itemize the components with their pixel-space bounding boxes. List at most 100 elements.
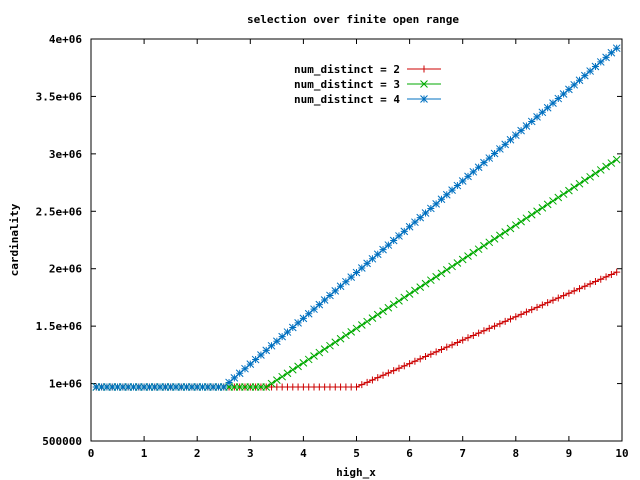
- data-point-marker: [235, 369, 244, 378]
- data-point-marker: [448, 186, 456, 194]
- data-point-marker: [426, 276, 435, 285]
- data-point-marker: [140, 383, 148, 391]
- data-point-marker: [512, 313, 520, 321]
- data-point-marker: [501, 140, 510, 149]
- data-point-marker: [469, 248, 478, 257]
- data-point-marker: [395, 297, 403, 305]
- data-point-marker: [580, 71, 589, 80]
- data-point-marker: [368, 376, 376, 384]
- data-point-marker: [538, 203, 547, 212]
- data-point-marker: [257, 351, 265, 359]
- x-axis-label: high_x: [336, 466, 376, 479]
- data-point-marker: [427, 350, 435, 358]
- data-point-marker: [597, 275, 605, 283]
- data-point-marker: [108, 383, 117, 391]
- data-point-marker: [119, 383, 127, 391]
- data-point-marker: [246, 360, 255, 368]
- data-point-marker: [506, 315, 514, 323]
- data-point-marker: [347, 328, 356, 336]
- data-point-marker: [565, 85, 573, 94]
- data-point-marker: [421, 279, 430, 288]
- data-point-marker: [113, 383, 122, 391]
- data-point-marker: [575, 179, 584, 188]
- data-point-marker: [591, 169, 600, 178]
- data-point-marker: [405, 222, 414, 231]
- data-point-marker: [331, 338, 340, 347]
- legend-label: num_distinct = 3: [294, 78, 400, 91]
- legend-label: num_distinct = 4: [294, 93, 400, 106]
- data-point-marker: [352, 324, 361, 333]
- legend: num_distinct = 2 num_distinct = 3 num_dist…: [294, 63, 441, 106]
- data-point-marker: [288, 323, 297, 332]
- data-point-marker: [283, 369, 292, 378]
- data-point-marker: [469, 331, 477, 339]
- data-point-marker: [278, 332, 287, 341]
- data-point-marker: [373, 310, 382, 319]
- data-point-marker: [251, 355, 260, 364]
- data-point-marker: [283, 328, 292, 336]
- legend-label: num_distinct = 2: [294, 63, 400, 76]
- data-point-marker: [294, 362, 302, 371]
- data-point-marker: [442, 190, 451, 199]
- data-point-marker: [527, 210, 536, 219]
- data-point-marker: [272, 376, 281, 384]
- data-point-marker: [219, 383, 228, 391]
- data-point-marker: [437, 269, 446, 278]
- data-point-marker: [320, 345, 329, 353]
- data-point-marker: [580, 176, 589, 185]
- x-tick-label: 0: [88, 447, 95, 460]
- data-point-marker: [358, 381, 366, 389]
- data-point-marker: [262, 383, 271, 391]
- data-point-marker: [326, 291, 334, 300]
- data-point-marker: [156, 383, 164, 391]
- data-point-marker: [448, 262, 456, 271]
- x-tick-label: 3: [247, 447, 254, 460]
- data-point-marker: [554, 94, 563, 103]
- data-point-marker: [326, 341, 334, 350]
- data-point-marker: [172, 383, 180, 391]
- data-point-marker: [602, 53, 610, 62]
- data-point-marker: [193, 383, 202, 391]
- data-point-marker: [591, 62, 600, 71]
- data-point-marker: [560, 292, 568, 300]
- data-point-marker: [150, 383, 159, 391]
- data-point-marker: [315, 300, 324, 309]
- data-point-marker: [411, 286, 419, 295]
- data-point-marker: [591, 278, 599, 286]
- data-point-marker: [406, 360, 414, 368]
- data-point-marker: [390, 367, 398, 375]
- data-point-marker: [182, 383, 191, 391]
- data-point-marker: [485, 324, 493, 332]
- data-point-marker: [315, 348, 324, 357]
- data-point-marker: [395, 232, 403, 240]
- data-point-marker: [543, 103, 552, 112]
- y-tick-label: 1e+06: [49, 378, 82, 391]
- series-1: [92, 268, 621, 391]
- data-point-marker: [420, 65, 428, 73]
- data-point-marker: [320, 296, 329, 304]
- data-point-marker: [347, 273, 356, 281]
- x-tick-label: 9: [566, 447, 573, 460]
- data-point-marker: [357, 321, 366, 329]
- data-point-marker: [448, 341, 456, 349]
- data-point-marker: [607, 48, 616, 57]
- data-point-marker: [586, 172, 594, 181]
- data-point-marker: [373, 250, 382, 259]
- data-point-marker: [230, 374, 239, 382]
- x-tick-label: 8: [512, 447, 519, 460]
- data-point-marker: [422, 353, 430, 361]
- data-point-marker: [161, 383, 170, 391]
- data-point-marker: [458, 255, 467, 264]
- data-point-marker: [437, 346, 445, 354]
- data-point-marker: [559, 190, 568, 198]
- data-point-marker: [453, 259, 462, 267]
- data-point-marker: [411, 218, 419, 227]
- data-point-marker: [92, 383, 101, 391]
- data-point-marker: [416, 355, 424, 363]
- y-tick-label: 1.5e+06: [36, 320, 83, 333]
- data-point-marker: [177, 383, 186, 391]
- y-tick-label: 2.5e+06: [36, 205, 83, 218]
- x-tick-label: 1: [141, 447, 148, 460]
- data-point-marker: [469, 167, 478, 176]
